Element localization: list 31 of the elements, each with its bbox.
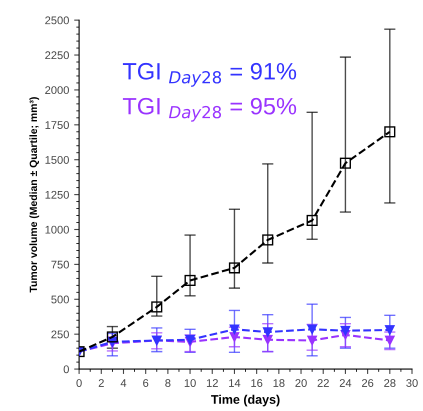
y-tick-label: 2000 <box>45 86 69 94</box>
x-tick-label: 26 <box>362 379 374 387</box>
x-tick-label: 20 <box>295 379 307 387</box>
x-tick-label: 18 <box>274 379 285 387</box>
y-tick-label: 1250 <box>46 190 69 199</box>
x-tick-label: 6 <box>143 379 148 387</box>
x-tick-label: 22 <box>318 379 329 387</box>
x-tick-label: 14 <box>229 379 240 387</box>
annotation: TGI $_{Day28}$ = 91% <box>122 62 296 87</box>
x-tick-label: 10 <box>184 379 196 387</box>
x-axis-title: Time (days) <box>211 394 280 406</box>
y-tick-label: 0 <box>64 365 69 374</box>
x-tick-label: 30 <box>406 379 418 387</box>
y-axis-title: Tumor volume (Median ± Quartile; mm³) <box>29 97 40 292</box>
x-tick-label: 24 <box>340 379 352 387</box>
x-tick-label: 8 <box>165 379 170 387</box>
x-tick-label: 4 <box>120 379 126 387</box>
x-tick-label: 12 <box>206 379 218 387</box>
y-tick-label: 1500 <box>46 156 69 164</box>
y-tick-label: 500 <box>51 296 69 304</box>
x-tick-label: 28 <box>384 379 396 387</box>
x-tick-label: 16 <box>251 379 262 387</box>
x-tick-label: 2 <box>98 379 104 387</box>
annotation: TGI $_{Day28}$ = 95% <box>122 98 296 122</box>
y-tick-label: 2500 <box>45 16 69 24</box>
y-tick-label: 1750 <box>46 121 69 129</box>
y-tick-label: 250 <box>51 330 69 338</box>
x-tick-label: 0 <box>76 379 82 387</box>
y-tick-label: 1000 <box>46 226 69 234</box>
y-tick-label: 750 <box>51 260 69 269</box>
y-tick-label: 2250 <box>45 51 69 60</box>
